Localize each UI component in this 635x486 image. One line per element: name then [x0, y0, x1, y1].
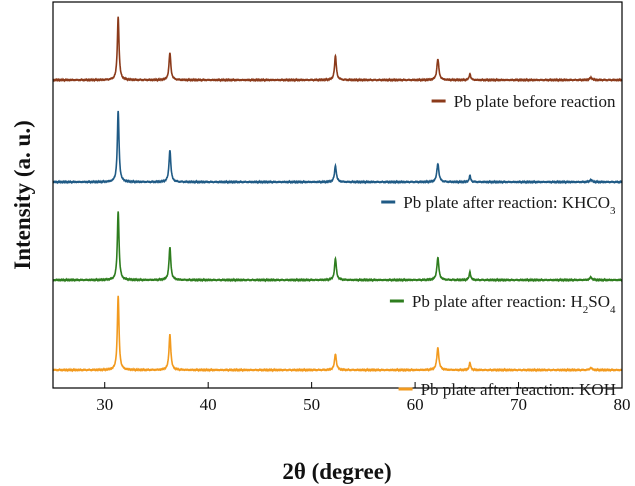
x-tick-label: 30 — [96, 395, 113, 414]
series-line — [52, 110, 623, 185]
x-tick-label: 60 — [407, 395, 424, 414]
x-axis: 30 40 50 60 70 80 — [96, 382, 631, 414]
x-axis-title: 2θ (degree) — [282, 459, 391, 484]
legend-entry: Pb plate after reaction: H2SO4 — [389, 292, 616, 316]
legend-label: Pb plate after reaction: KOH — [421, 380, 616, 399]
series-line — [52, 295, 623, 373]
plot-frame — [52, 1, 623, 389]
legend-label: Pb plate after reaction: KHCO3 — [403, 193, 616, 217]
y-axis-title: Intensity (a. u.) — [10, 120, 35, 270]
legend-label: Pb plate before reaction — [454, 92, 616, 111]
series-line — [52, 211, 623, 283]
legend-entry: Pb plate after reaction: KOH — [398, 380, 616, 399]
legend: Pb plate before reaction Pb plate after r… — [381, 92, 616, 399]
x-tick-label: 80 — [614, 395, 631, 414]
series-line — [52, 16, 623, 83]
x-tick-label: 50 — [303, 395, 320, 414]
x-tick-label: 40 — [200, 395, 217, 414]
legend-label: Pb plate after reaction: H2SO4 — [412, 292, 616, 316]
x-tick-label: 70 — [510, 395, 527, 414]
legend-entry: Pb plate before reaction — [431, 92, 616, 111]
legend-entry: Pb plate after reaction: KHCO3 — [381, 193, 616, 217]
plot-traces — [52, 16, 623, 373]
